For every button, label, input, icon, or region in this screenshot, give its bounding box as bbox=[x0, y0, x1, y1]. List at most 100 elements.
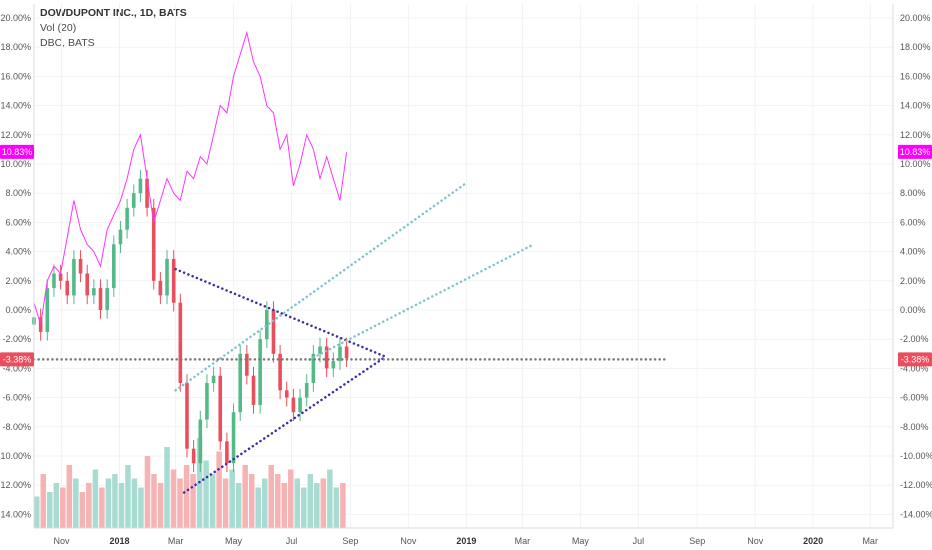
volume-bar bbox=[92, 469, 99, 528]
y-tick-right: 2.00% bbox=[900, 276, 926, 286]
volume-bar bbox=[118, 483, 125, 528]
channel-line bbox=[174, 181, 468, 392]
candle-body bbox=[265, 310, 269, 340]
compare-series-line bbox=[33, 30, 348, 325]
volume-bar bbox=[235, 483, 242, 528]
price-badges: 10.83% 10.83% -3.38% -3.38% bbox=[0, 144, 932, 367]
candle-body bbox=[225, 441, 229, 464]
volume-bar bbox=[157, 483, 164, 528]
volume-bar bbox=[99, 487, 105, 528]
x-tick-label: 2020 bbox=[803, 536, 823, 546]
y-tick-right: 0.00% bbox=[900, 305, 926, 315]
candle-body bbox=[205, 383, 209, 420]
candle-body bbox=[178, 302, 183, 383]
y-tick-right: -6.00% bbox=[900, 393, 929, 403]
y-tick-left: 2.00% bbox=[5, 276, 31, 286]
channel-line bbox=[308, 244, 533, 361]
volume-bars bbox=[34, 438, 346, 528]
volume-bar bbox=[170, 469, 177, 528]
y-tick-right: -14.00% bbox=[900, 509, 932, 519]
volume-bar bbox=[190, 474, 196, 528]
candle-body bbox=[118, 229, 123, 245]
volume-bar bbox=[144, 456, 151, 528]
badge-price-right-text: -3.38% bbox=[901, 354, 930, 364]
volume-bar bbox=[66, 465, 73, 528]
candle-body bbox=[304, 383, 309, 398]
candle-body bbox=[72, 258, 76, 296]
volume-bar bbox=[183, 465, 190, 528]
x-tick-label: Jul bbox=[286, 536, 298, 546]
y-tick-left: -6.00% bbox=[2, 393, 31, 403]
volume-bar bbox=[112, 474, 118, 528]
y-tick-right: 8.00% bbox=[900, 188, 926, 198]
y-tick-right: 6.00% bbox=[900, 217, 926, 227]
y-tick-right: -10.00% bbox=[900, 451, 932, 461]
volume-bar bbox=[73, 478, 79, 528]
volume-bar bbox=[79, 492, 86, 528]
candle-body bbox=[284, 390, 289, 398]
candle-body bbox=[258, 339, 262, 405]
x-tick-label: Nov bbox=[747, 536, 764, 546]
candle-body bbox=[331, 361, 336, 369]
candle-body bbox=[58, 273, 63, 281]
volume-bar bbox=[203, 460, 209, 528]
volume-bar bbox=[60, 487, 66, 528]
candle-body bbox=[291, 397, 296, 413]
x-tick-label: Mar bbox=[862, 536, 878, 546]
candle-body bbox=[218, 375, 223, 442]
x-tick-label: 2018 bbox=[110, 536, 130, 546]
volume-bar bbox=[261, 478, 268, 528]
candle-body bbox=[52, 273, 56, 289]
volume-bar bbox=[177, 478, 183, 528]
x-tick-label: Sep bbox=[342, 536, 358, 546]
lower-trendline bbox=[182, 355, 387, 494]
candle-body bbox=[145, 178, 149, 208]
y-tick-right: 20.00% bbox=[900, 13, 931, 23]
legend-compare[interactable]: DBC, BATS bbox=[40, 37, 95, 49]
candle-body bbox=[131, 193, 136, 208]
chart-legend: DOWDUPONT INC., 1D, BATS Vol (20) DBC, B… bbox=[40, 6, 187, 51]
badge-price-left-bg bbox=[0, 352, 34, 367]
legend-volume[interactable]: Vol (20) bbox=[40, 22, 77, 34]
y-tick-right: 4.00% bbox=[900, 247, 926, 257]
candle-body bbox=[311, 353, 316, 383]
x-tick-label: Sep bbox=[689, 536, 705, 546]
x-tick-label: 2019 bbox=[456, 536, 476, 546]
candle-body bbox=[165, 258, 169, 296]
volume-bar bbox=[268, 465, 274, 528]
candle-body bbox=[158, 280, 163, 296]
candle-body bbox=[251, 375, 256, 405]
x-tick-label: Mar bbox=[515, 536, 531, 546]
legend-symbol[interactable]: DOWDUPONT INC., 1D, BATS bbox=[40, 7, 187, 19]
volume-bar bbox=[248, 474, 255, 528]
volume-bar bbox=[255, 487, 261, 528]
x-tick-label: May bbox=[572, 536, 590, 546]
volume-bar bbox=[340, 483, 346, 528]
y-tick-left: 0.00% bbox=[5, 305, 31, 315]
volume-bar bbox=[320, 478, 327, 528]
candle-body bbox=[105, 288, 109, 310]
volume-bar bbox=[86, 483, 92, 528]
volume-bar bbox=[242, 465, 248, 528]
price-candles bbox=[32, 169, 349, 473]
candle-body bbox=[65, 280, 70, 296]
candle-body bbox=[98, 288, 103, 310]
y-tick-left: 16.00% bbox=[0, 71, 31, 81]
y-tick-right: -8.00% bbox=[900, 422, 929, 432]
candle-body bbox=[211, 375, 216, 383]
compare-line bbox=[33, 30, 348, 325]
y-tick-left: -14.00% bbox=[0, 509, 31, 519]
y-tick-right: 12.00% bbox=[900, 130, 931, 140]
candle-body bbox=[271, 310, 276, 354]
drawing-tools[interactable] bbox=[32, 181, 670, 494]
axes: 20.00% 20.00% 18.00% 18.00% 16.00% 16.00% 14.0… bbox=[0, 4, 932, 546]
volume-bar bbox=[53, 483, 60, 528]
candle-body bbox=[318, 346, 322, 354]
candle-body bbox=[191, 448, 196, 464]
badge-compare-right-text: 10.83% bbox=[900, 147, 931, 157]
y-tick-left: 20.00% bbox=[0, 13, 31, 23]
volume-bar bbox=[216, 451, 222, 528]
candle-body bbox=[185, 383, 189, 449]
y-tick-left: 14.00% bbox=[0, 101, 31, 111]
